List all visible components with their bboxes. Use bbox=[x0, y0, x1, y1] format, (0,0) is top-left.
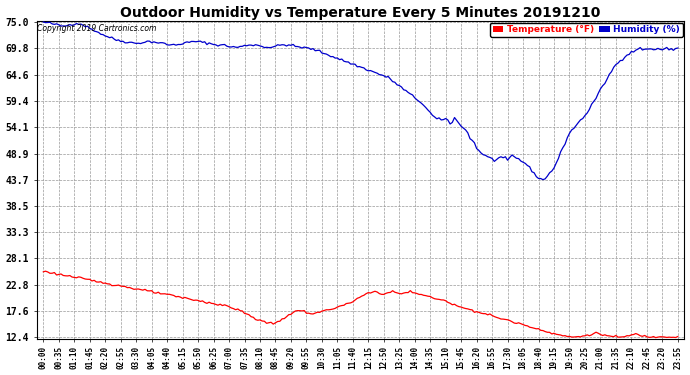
Legend: Temperature (°F), Humidity (%): Temperature (°F), Humidity (%) bbox=[490, 22, 682, 37]
Text: Copyright 2019 Cartronics.com: Copyright 2019 Cartronics.com bbox=[37, 24, 157, 33]
Title: Outdoor Humidity vs Temperature Every 5 Minutes 20191210: Outdoor Humidity vs Temperature Every 5 … bbox=[120, 6, 601, 20]
